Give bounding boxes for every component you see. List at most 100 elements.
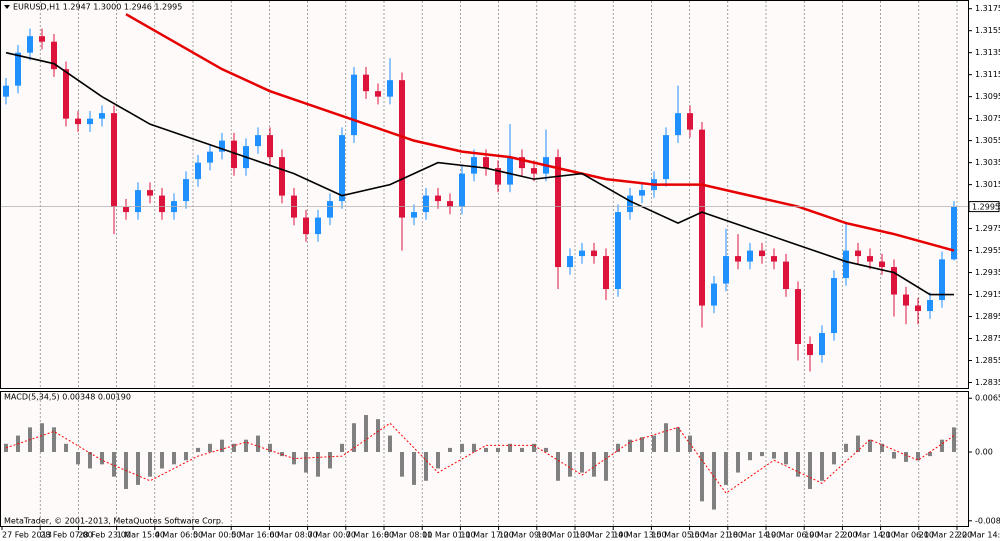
candle-body	[327, 201, 333, 218]
macd-bar	[832, 452, 836, 465]
x-tick-label: 13 Mar 01:00	[537, 531, 590, 540]
macd-bar	[844, 443, 848, 453]
candle-body	[735, 256, 741, 262]
candle-body	[687, 113, 693, 130]
macd-bar	[196, 447, 200, 453]
candle-body	[363, 74, 369, 92]
macd-bar	[436, 452, 440, 469]
x-tick-label: 28 Feb 07:00	[40, 531, 92, 540]
macd-bar	[76, 452, 80, 465]
macd-bar	[352, 423, 356, 453]
candle-body	[183, 179, 189, 202]
macd-bar	[784, 452, 788, 465]
candle-body	[207, 151, 213, 163]
x-tick-label: 8 Mar 08:00	[384, 531, 432, 540]
candle-body	[219, 140, 225, 152]
y-tick-label: 1.3175	[975, 4, 1000, 13]
macd-bar	[64, 443, 68, 453]
macd-title: MACD(5,34,5) 0.00348 0.00190	[4, 393, 131, 402]
x-tick-label: 20 Mar 14:00	[842, 531, 895, 540]
y-tick-label: 1.3075	[975, 114, 1000, 123]
x-tick-label: 6 Mar 08:00	[269, 531, 317, 540]
macd-bar	[364, 415, 368, 453]
macd-bar	[100, 452, 104, 465]
y-tick-label: 1.2855	[975, 356, 1000, 365]
macd-bar	[148, 452, 152, 477]
macd-bar	[712, 452, 716, 510]
candle-body	[51, 41, 57, 70]
macd-bar	[460, 443, 464, 453]
candle-body	[435, 195, 441, 202]
y-tick-label: 1.3055	[975, 136, 1000, 145]
candle-body	[135, 190, 141, 213]
macd-bar	[520, 447, 524, 453]
candle-body	[87, 118, 93, 125]
macd-bar	[772, 452, 776, 459]
candle-body	[495, 168, 501, 185]
x-tick-label: 11 Mar 01:00	[422, 531, 475, 540]
candle-body	[351, 74, 357, 136]
candle-body	[231, 140, 237, 169]
macd-bar	[220, 439, 224, 453]
candle-body	[567, 256, 573, 268]
candle-body	[147, 190, 153, 196]
candle-body	[927, 300, 933, 312]
y-tick-label: 1.2935	[975, 268, 1000, 277]
candle-body	[759, 250, 765, 257]
macd-bar	[484, 447, 488, 453]
candle-body	[747, 250, 753, 262]
candle-body	[507, 157, 513, 185]
candle-body	[39, 36, 45, 42]
candle-body	[387, 80, 393, 97]
candle-body	[699, 129, 705, 306]
candle-body	[99, 113, 105, 119]
x-tick-label: 22 Mar 14:00	[957, 531, 1000, 540]
macd-bar	[736, 452, 740, 473]
candle-body	[339, 135, 345, 202]
x-tick-label: 21 Mar 22:00	[919, 531, 972, 540]
footer: MetaTrader, © 2001-2013, MetaQuotes Soft…	[4, 517, 223, 526]
macd-bar	[916, 452, 920, 461]
y-tick-label: 1.2975	[975, 224, 1000, 233]
candle-body	[603, 256, 609, 290]
y-tick-label: 1.3135	[975, 48, 1000, 57]
macd-bar	[316, 452, 320, 477]
macd-bar	[88, 452, 92, 469]
candle-body	[375, 91, 381, 97]
candle-body	[675, 113, 681, 136]
y-tick-label: 1.3015	[975, 180, 1000, 189]
candle-body	[423, 195, 429, 213]
x-tick-label: 19 Mar 22:00	[804, 531, 857, 540]
candle-body	[159, 195, 165, 213]
candle-body	[531, 168, 537, 174]
candle-body	[447, 201, 453, 207]
candle-body	[891, 267, 897, 295]
macd-bar	[664, 423, 668, 453]
macd-bar	[700, 452, 704, 502]
macd-bar	[676, 427, 680, 453]
candle-body	[879, 261, 885, 268]
macd-bar	[592, 452, 596, 477]
macd-bar	[940, 439, 944, 453]
candle-body	[831, 278, 837, 334]
macd-bar	[172, 452, 176, 465]
candle-body	[471, 157, 477, 174]
macd-bar	[808, 452, 812, 490]
macd-bar	[340, 443, 344, 453]
y-tick-label: 1.2895	[975, 312, 1000, 321]
macd-signal	[5, 422, 955, 494]
macd-bar	[328, 452, 332, 469]
macd-bar	[388, 435, 392, 453]
macd-bar	[52, 427, 56, 453]
macd-bar	[544, 447, 548, 453]
candle-body	[951, 206, 957, 260]
menu-arrow[interactable]	[4, 5, 10, 9]
candle-body	[855, 250, 861, 257]
candle-body	[771, 256, 777, 262]
candle-body	[63, 69, 69, 119]
candle-body	[663, 135, 669, 180]
macd-bar	[268, 443, 272, 453]
candle-body	[807, 344, 813, 356]
x-tick-label: 15 Mar 21:00	[690, 531, 743, 540]
macd-bar	[376, 419, 380, 453]
